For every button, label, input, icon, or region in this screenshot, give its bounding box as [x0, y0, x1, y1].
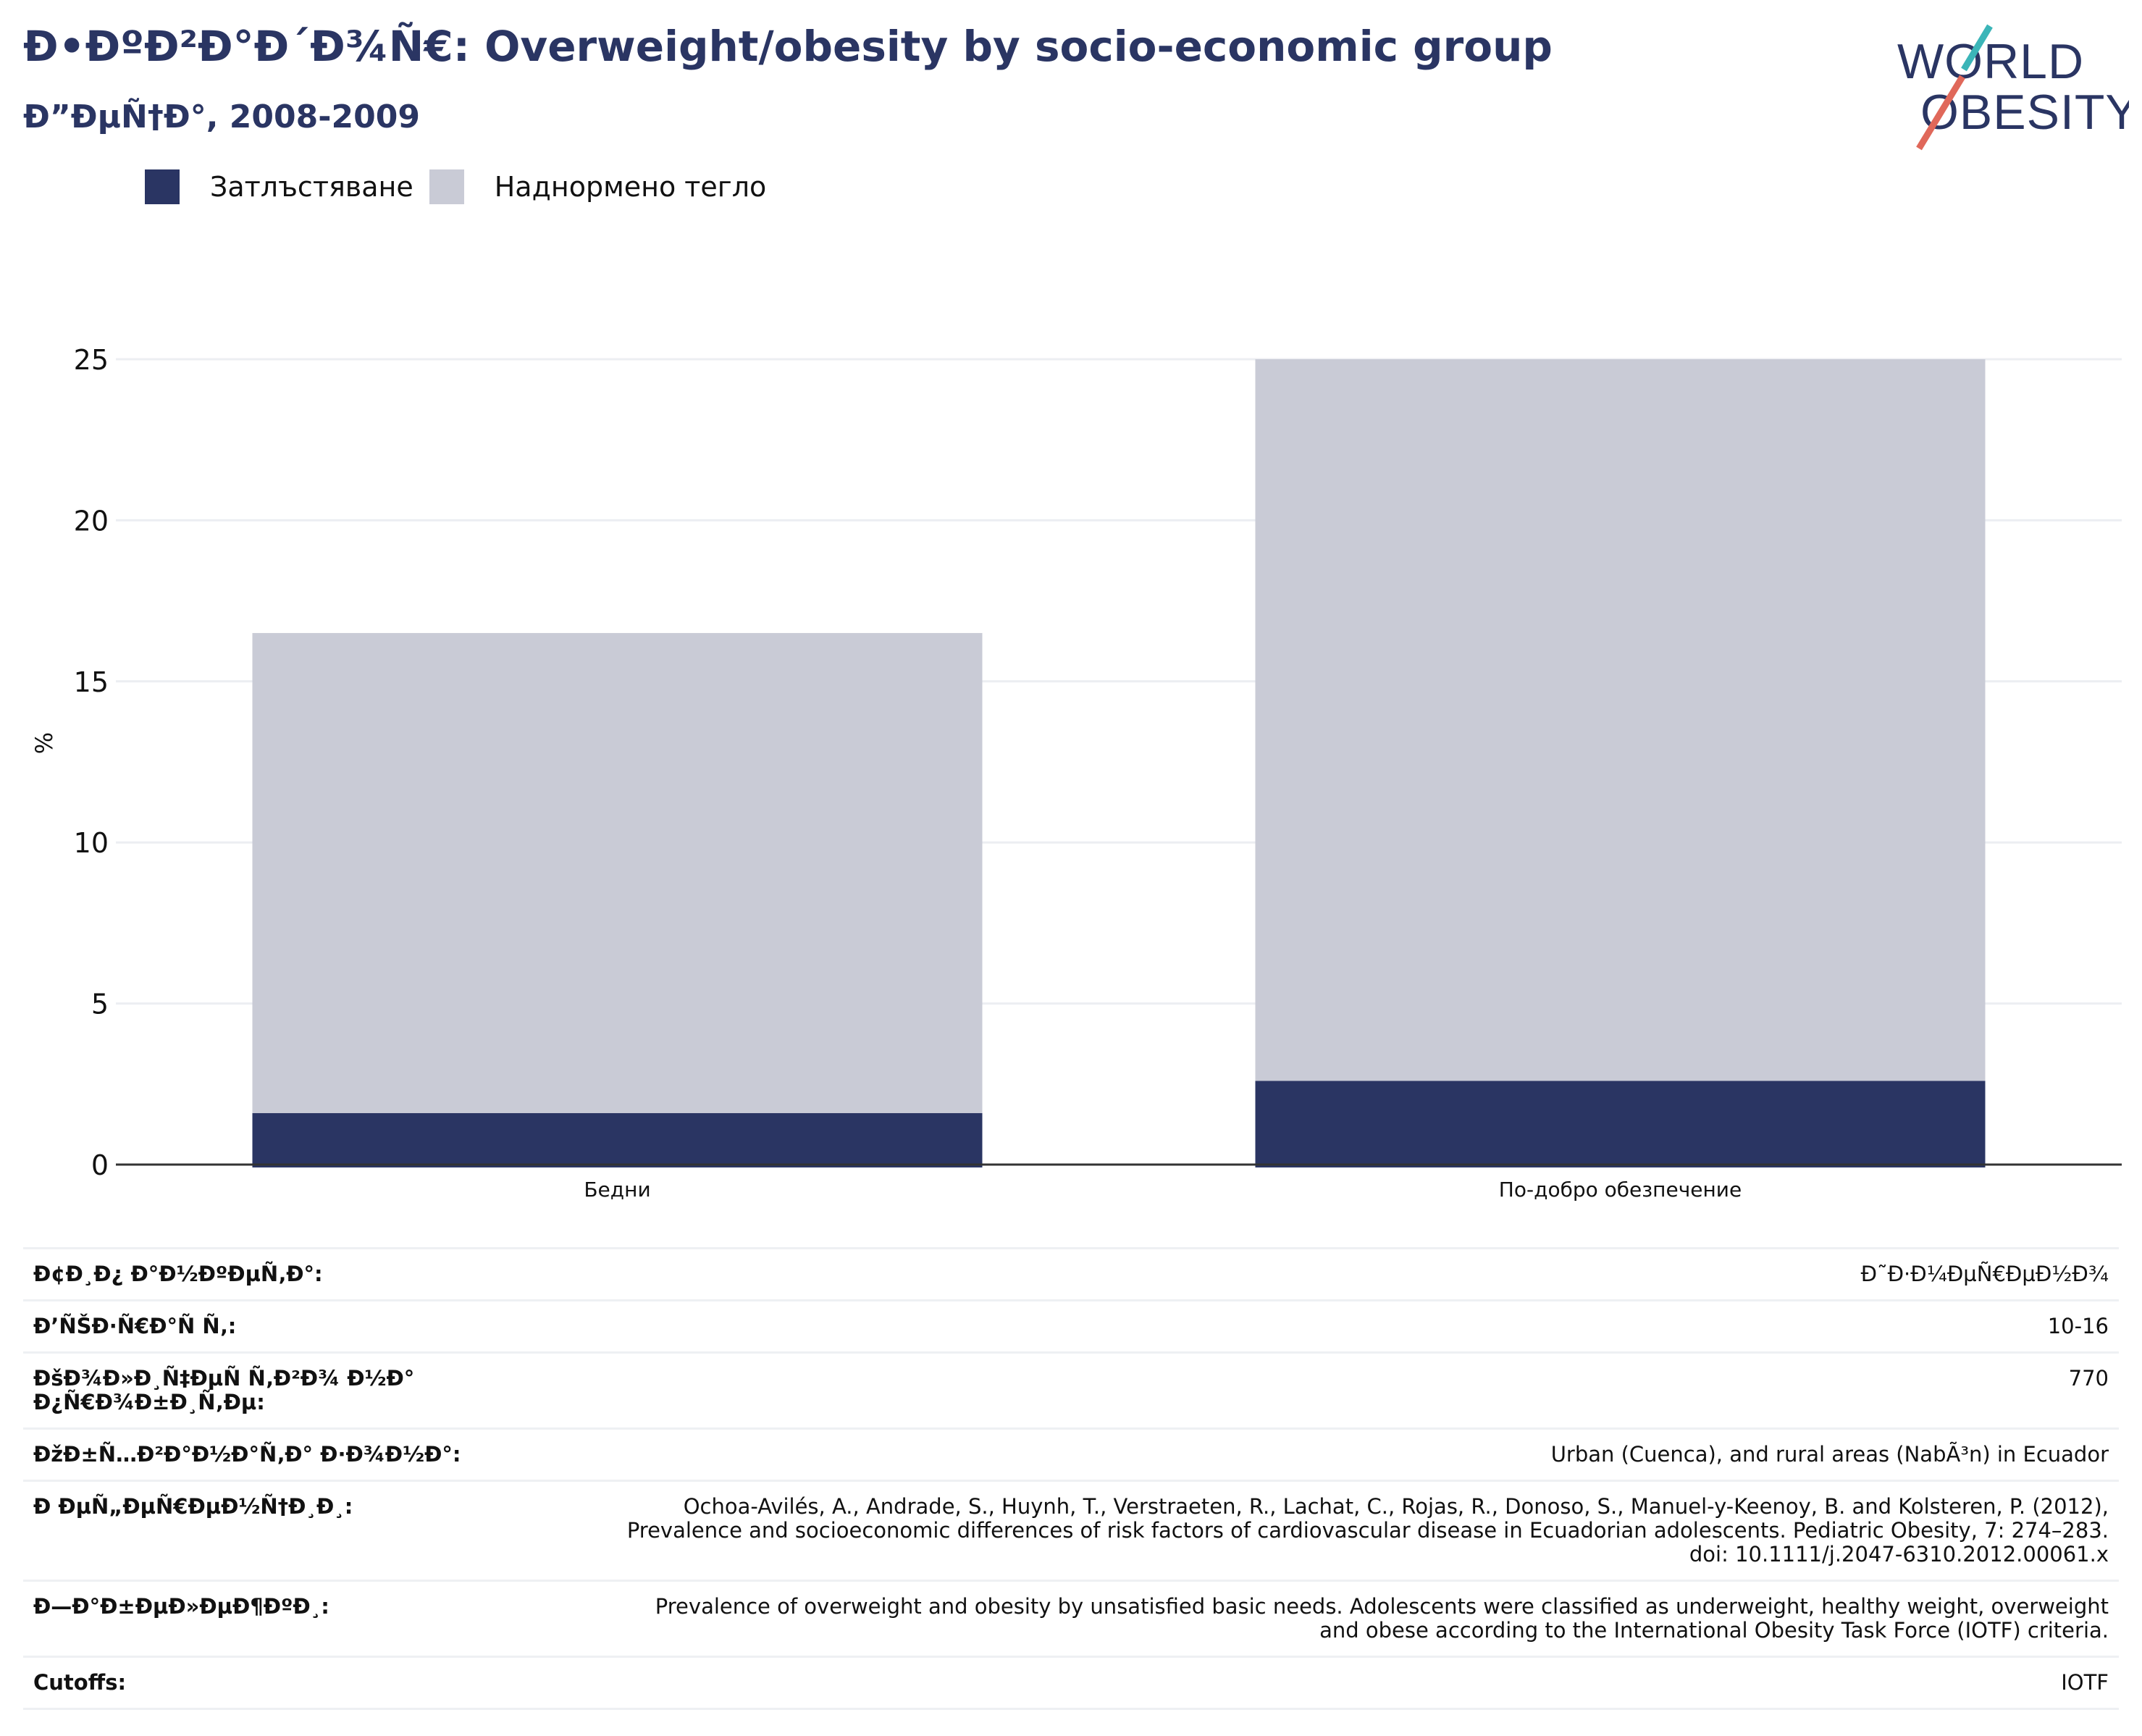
info-label: Ð—Ð°Ð±ÐµÐ»ÐµÐ¶ÐºÐ¸:: [33, 1594, 329, 1619]
x-tick-label: Бедни: [584, 1178, 650, 1202]
info-value: 770: [2068, 1366, 2109, 1391]
info-label: ÐšÐ¾Ð»Ð¸Ñ‡ÐµÑ Ñ‚Ð²Ð¾ Ð½Ð° Ð¿Ñ€Ð¾Ð±Ð¸Ñ‚Ðµ…: [33, 1366, 415, 1414]
y-tick-label: 20: [74, 505, 109, 537]
info-row: Ð¢Ð¸Ð¿ Ð°Ð½ÐºÐµÑ‚Ð°: Ð˜Ð·Ð¼ÐµÑ€ÐµÐ½Ð¾: [23, 1247, 2119, 1299]
info-row: Ð’ÑŠÐ·Ñ€Ð°Ñ Ñ‚: 10-16: [23, 1299, 2119, 1351]
legend-swatch-obesity: [145, 169, 180, 204]
info-row: Cutoffs: IOTF: [23, 1656, 2119, 1710]
y-tick-label: 5: [91, 989, 109, 1020]
bar-chart: 0 5 10 15 20 25% Бедни По-добро обезпечение: [30, 344, 2122, 1202]
y-axis-label: %: [30, 732, 58, 754]
logo-slash-teal: [1961, 24, 1993, 72]
chart-subtitle: Ð”ÐµÑ†Ð°, 2008-2009: [23, 98, 420, 135]
y-tick-label: 10: [74, 827, 109, 859]
bar-segment: [1255, 1081, 1986, 1167]
legend-swatch-overweight: [429, 169, 464, 204]
info-value: IOTF: [2061, 1670, 2109, 1695]
bar-segment: [252, 1112, 983, 1167]
info-value: Urban (Cuenca), and rural areas (NabÃ³n)…: [1550, 1442, 2109, 1467]
chart-legend: Затлъстяване Наднормено тегло: [145, 168, 782, 206]
info-label: Ð’ÑŠÐ·Ñ€Ð°Ñ Ñ‚:: [33, 1314, 237, 1338]
info-value: Prevalence of overweight and obesity by …: [655, 1594, 2109, 1643]
bar-segment: [1255, 359, 1986, 1081]
info-value: Ð˜Ð·Ð¼ÐµÑ€ÐµÐ½Ð¾: [1860, 1262, 2109, 1286]
logo-slash-red: [1916, 75, 1965, 151]
info-label: ÐžÐ±Ñ…Ð²Ð°Ð½Ð°Ñ‚Ð° Ð·Ð¾Ð½Ð°:: [33, 1442, 461, 1467]
chart-header: Ð•ÐºÐ²Ð°Ð´Ð¾Ñ€: Overweight/obesity by so…: [23, 17, 1834, 138]
info-row: ÐžÐ±Ñ…Ð²Ð°Ð½Ð°Ñ‚Ð° Ð·Ð¾Ð½Ð°: Urban (Cuenc…: [23, 1427, 2119, 1480]
info-label: Ð¢Ð¸Ð¿ Ð°Ð½ÐºÐµÑ‚Ð°:: [33, 1262, 323, 1286]
x-tick-label: По-добро обезпечение: [1499, 1178, 1742, 1202]
legend-item-obesity[interactable]: Затлъстяване: [145, 169, 413, 204]
chart-title: Ð•ÐºÐ²Ð°Ð´Ð¾Ñ€: Overweight/obesity by so…: [23, 22, 1553, 71]
legend-label-overweight: Наднормено тегло: [494, 171, 767, 203]
info-label: Cutoffs:: [33, 1670, 127, 1695]
info-table: Ð¢Ð¸Ð¿ Ð°Ð½ÐºÐµÑ‚Ð°: Ð˜Ð·Ð¼ÐµÑ€ÐµÐ½Ð¾ Ð’ÑŠ…: [23, 1247, 2119, 1710]
legend-label-obesity: Затлъстяване: [210, 171, 413, 203]
logo-word-world: WORLD: [1897, 34, 2084, 89]
info-label: Ð ÐµÑ„ÐµÑ€ÐµÐ½Ñ†Ð¸Ð¸:: [33, 1494, 353, 1519]
info-row: Ð ÐµÑ„ÐµÑ€ÐµÐ½Ñ†Ð¸Ð¸: Ochoa-Avilés, A., A…: [23, 1480, 2119, 1580]
legend-item-overweight[interactable]: Наднормено тегло: [429, 169, 767, 204]
y-tick-label: 25: [74, 344, 109, 376]
world-obesity-logo[interactable]: WORLD OBESITY: [1883, 22, 2129, 152]
y-tick-label: 0: [91, 1149, 109, 1181]
info-row: Ð—Ð°Ð±ÐµÐ»ÐµÐ¶ÐºÐ¸: Prevalence of overwei…: [23, 1580, 2119, 1656]
y-tick-label: 15: [74, 666, 109, 698]
info-row: ÐšÐ¾Ð»Ð¸Ñ‡ÐµÑ Ñ‚Ð²Ð¾ Ð½Ð° Ð¿Ñ€Ð¾Ð±Ð¸Ñ‚Ðµ…: [23, 1351, 2119, 1427]
bar-segment: [252, 633, 983, 1113]
info-value: Ochoa-Avilés, A., Andrade, S., Huynh, T.…: [626, 1494, 2109, 1567]
info-value: 10-16: [2047, 1314, 2109, 1338]
